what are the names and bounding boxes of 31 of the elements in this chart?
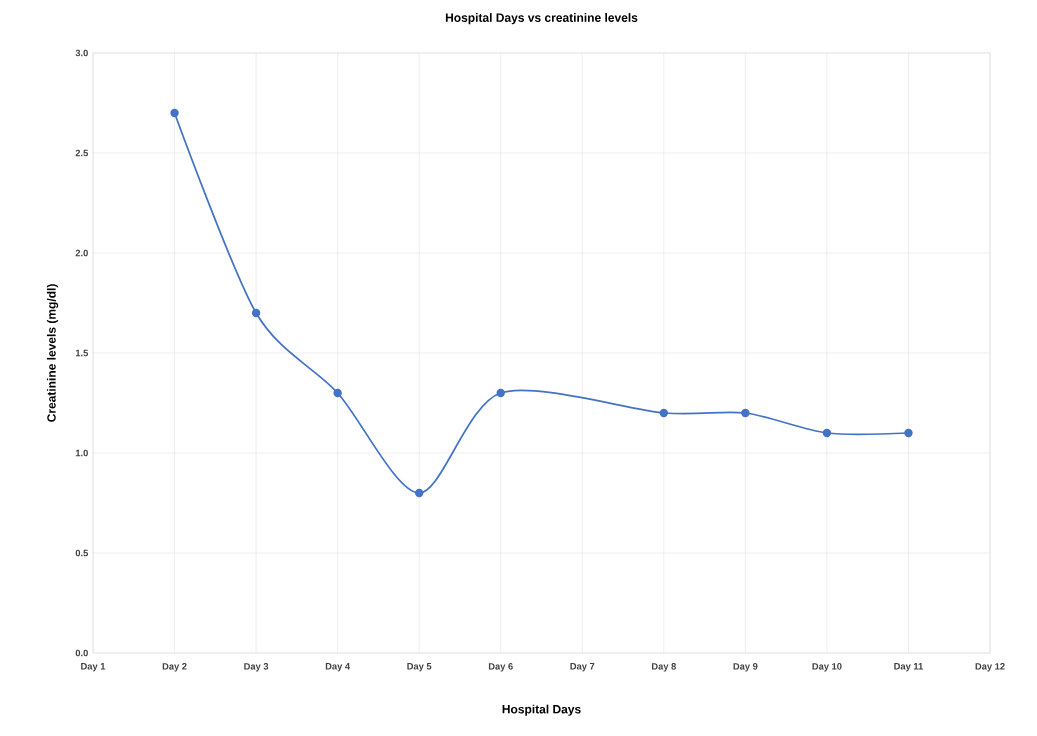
x-tick-label: Day 11 [894, 663, 923, 672]
y-tick-label: 0.5 [75, 549, 89, 557]
point [659, 408, 669, 418]
x-tick-label: Day 12 [975, 663, 1005, 672]
point [822, 428, 832, 438]
point [496, 388, 505, 398]
chart-title: Hospital Days vs creatinine levels [445, 13, 638, 25]
x-tick-label: Day 2 [162, 663, 187, 672]
x-tick-label: Day 10 [812, 663, 842, 672]
y-tick-label: 3.0 [75, 49, 88, 57]
point [741, 408, 750, 418]
x-tick-label: Day 8 [652, 663, 676, 672]
x-tick-label: Day 5 [407, 663, 432, 672]
y-tick-label: 2.0 [75, 249, 88, 257]
x-tick-label: Day 7 [570, 663, 595, 672]
x-tick-label: Day 1 [81, 663, 106, 672]
point [333, 388, 342, 398]
point [414, 488, 424, 498]
y-tick-label: 0.0 [75, 649, 88, 657]
point [251, 308, 261, 318]
x-axis-title: Hospital Days [502, 704, 581, 716]
point [904, 428, 913, 438]
point [170, 108, 179, 118]
y-tick-label: 1.0 [75, 449, 88, 457]
x-tick-label: Day 6 [488, 663, 513, 672]
y-axis-title: Creatinine levels (mg/dl) [46, 284, 59, 422]
x-tick-label: Day 9 [733, 663, 758, 672]
x-tick-label: Day 4 [325, 663, 351, 672]
y-tick-label: 1.5 [75, 349, 89, 357]
x-tick-label: Day 3 [244, 663, 269, 672]
y-tick-label: 2.5 [75, 149, 89, 157]
